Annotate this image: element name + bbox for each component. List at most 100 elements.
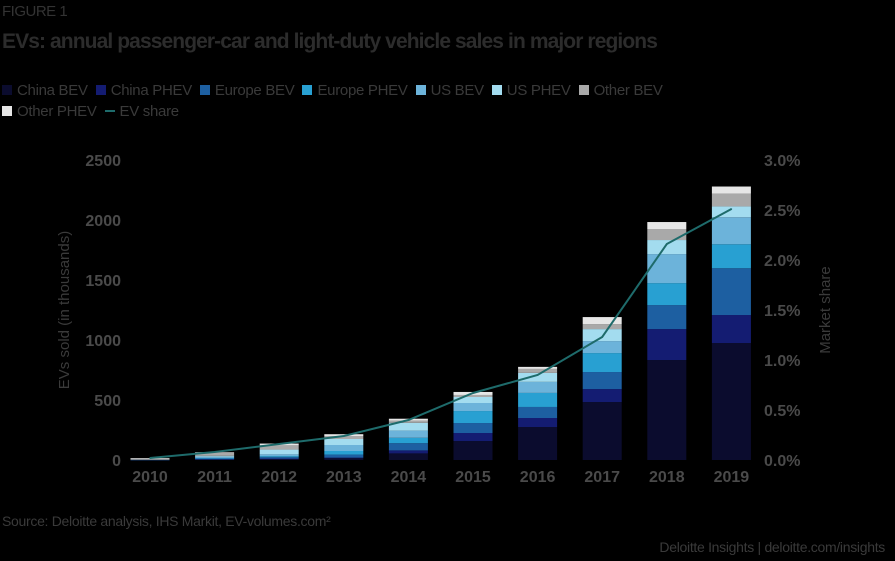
ev-share-point (601, 336, 603, 338)
bar-segment (582, 329, 622, 342)
y-tick-label: 1500 (85, 273, 121, 290)
ev-share-point (278, 443, 281, 445)
legend-item: China PHEV (95, 80, 193, 101)
y-tick-label: 1000 (85, 333, 121, 350)
bar-segment (453, 433, 493, 442)
bar-segment (259, 458, 299, 460)
ev-share-point (213, 451, 216, 453)
legend-label: Europe PHEV (317, 82, 408, 99)
legend-label: China BEV (17, 82, 88, 99)
bar-segment (453, 411, 493, 424)
legend-label: China PHEV (110, 82, 193, 99)
bar-segment (259, 456, 299, 458)
ev-share-point (407, 419, 410, 421)
legend-item: Europe BEV (199, 80, 295, 101)
bar-segment (647, 329, 687, 361)
bar-segment (582, 402, 622, 460)
x-tick-label: 2016 (520, 469, 556, 486)
bar-segment (195, 452, 235, 456)
legend-swatch (491, 85, 502, 95)
legend-swatch (2, 85, 12, 95)
ev-share-point (666, 243, 668, 245)
bar-segment (259, 454, 299, 457)
legend-item: Other BEV (578, 80, 663, 101)
bar-segment (324, 451, 364, 455)
legend: China BEV China PHEV Europe BEV Europe PHEV… (2, 80, 762, 122)
legend-item: Europe PHEV (302, 80, 408, 101)
ev-share-point (536, 374, 539, 376)
bar-segment (711, 315, 751, 343)
ev-share-point (472, 392, 474, 394)
y2-tick-label: 1.0% (764, 353, 800, 370)
bar-segment (324, 454, 364, 458)
bar-segment (259, 449, 299, 455)
bar-segment (647, 240, 687, 255)
bar-segment (647, 305, 687, 330)
legend-label: Other BEV (593, 82, 663, 99)
bar-segment (453, 403, 493, 412)
bar-segment (453, 394, 493, 397)
x-tick-label: 2010 (132, 469, 168, 486)
ev-share-point (343, 435, 345, 437)
bar-segment (195, 456, 235, 458)
bar-segment (388, 443, 428, 451)
bar-segment (388, 422, 428, 431)
y2-tick-label: 1.5% (764, 303, 800, 320)
legend-item: Other PHEV (2, 101, 97, 122)
y-tick-label: 2000 (85, 213, 121, 230)
legend-label: EV share (119, 103, 180, 120)
legend-swatch (302, 85, 313, 95)
y2-tick-label: 2.0% (764, 253, 800, 270)
y-tick-label: 500 (94, 393, 121, 410)
x-tick-label: 2013 (326, 469, 362, 486)
bar-segment (324, 439, 364, 445)
bar-segment (582, 372, 622, 390)
bar-segment (647, 222, 687, 229)
bar-segment (582, 341, 622, 354)
bar-segment (453, 423, 493, 433)
bar-segment (195, 457, 235, 459)
bar-segment (259, 445, 299, 450)
bar-segment (582, 324, 622, 330)
source-note: Source: Deloitte analysis, IHS Markit, E… (2, 513, 331, 529)
bar-segment (518, 368, 558, 373)
bar-segment (259, 458, 299, 460)
legend-label: Europe BEV (214, 82, 295, 99)
ev-share-line (149, 208, 732, 459)
legend-label: US PHEV (506, 82, 571, 99)
x-tick-label: 2018 (649, 469, 685, 486)
y-tick-label: 2500 (85, 153, 121, 170)
bar-segment (518, 392, 558, 407)
y2-tick-label: 0.5% (764, 403, 800, 420)
bar-segment (388, 420, 428, 423)
y-axis-label: EVs sold (in thousands) (56, 231, 73, 389)
bar-segment (453, 441, 493, 460)
bar-segment (711, 268, 751, 316)
figure-label: FIGURE 1 (2, 3, 68, 20)
bar-segment (195, 455, 235, 457)
bar-segment (324, 445, 364, 451)
legend-item: EV share (104, 101, 180, 122)
bar-segment (647, 360, 687, 460)
y-tick-label: 0 (112, 453, 121, 470)
bar-segment (324, 458, 364, 460)
legend-swatch (95, 85, 106, 95)
bar-segment (518, 418, 558, 427)
legend-item: US PHEV (491, 80, 571, 101)
x-tick-label: 2014 (391, 469, 427, 486)
y2-tick-label: 2.5% (764, 203, 800, 220)
bar-segment (518, 406, 558, 418)
bar-segment (518, 427, 558, 460)
bar-segment (711, 217, 751, 245)
bar-segment (582, 353, 622, 373)
y2-axis-label: Market share (817, 266, 834, 354)
x-tick-label: 2019 (714, 469, 750, 486)
x-tick-label: 2017 (584, 469, 620, 486)
bar-segment (259, 457, 299, 459)
bar-segment (711, 206, 751, 218)
legend-label: Other PHEV (17, 103, 97, 120)
legend-item: China BEV (2, 80, 88, 101)
x-tick-label: 2015 (455, 469, 491, 486)
legend-item: US BEV (415, 80, 484, 101)
